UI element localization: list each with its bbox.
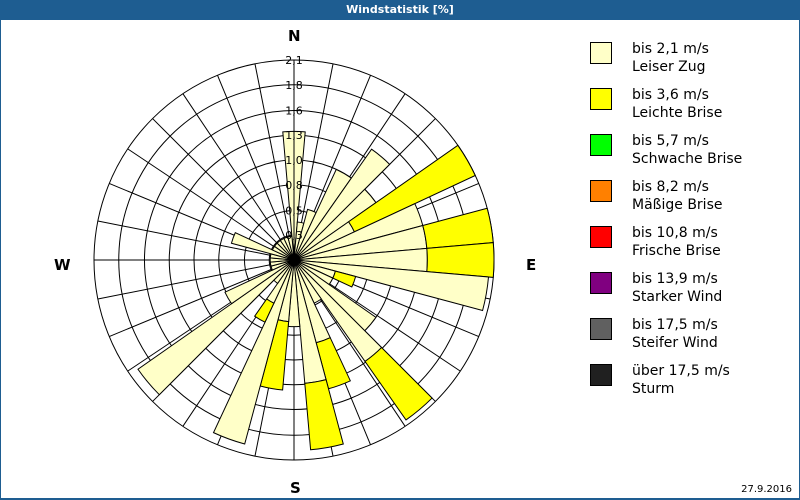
legend-swatch [590, 272, 612, 294]
compass-north-label: N [288, 27, 301, 45]
radial-tick-label: 2,1 [285, 54, 303, 67]
legend-swatch [590, 226, 612, 248]
legend-sublabel: Leichte Brise [632, 105, 723, 121]
legend-label: bis 3,6 m/s [632, 87, 709, 103]
legend-label: bis 17,5 m/s [632, 317, 718, 333]
legend-swatch [590, 364, 612, 386]
legend-sublabel: Steifer Wind [632, 335, 718, 351]
legend-label: bis 10,8 m/s [632, 225, 718, 241]
compass-west-label: W [54, 256, 71, 274]
wind-sector [422, 207, 494, 249]
wind-sector [347, 144, 476, 233]
legend-swatch [590, 318, 612, 340]
legend-sublabel: Sturm [632, 381, 675, 397]
date-stamp: 27.9.2016 [741, 484, 792, 495]
legend-label: bis 5,7 m/s [632, 133, 709, 149]
wind-rose-chart: 0,3 0,5 0,8 1,0 1,3 1,6 1,8 2,1 [93, 54, 495, 461]
legend-swatch [590, 42, 612, 64]
radial-tick-label: 0,8 [285, 179, 303, 192]
legend-label: bis 8,2 m/s [632, 179, 709, 195]
legend-label: über 17,5 m/s [632, 363, 730, 379]
radial-tick-label: 1,8 [285, 79, 303, 92]
wind-sector [287, 235, 295, 261]
radial-tick-label: 1,6 [285, 104, 303, 117]
wind-sector [332, 270, 357, 288]
legend-sublabel: Mäßige Brise [632, 197, 723, 213]
legend-swatch [590, 180, 612, 202]
radial-tick-label: 1,3 [285, 129, 303, 142]
wind-sector [224, 259, 295, 305]
legend-sublabel: Schwache Brise [632, 151, 743, 167]
radial-tick-label: 0,5 [285, 204, 303, 217]
wind-sector [253, 298, 275, 323]
radial-tick-label: 1,0 [285, 154, 303, 167]
legend-swatch [590, 134, 612, 156]
bottom-border [0, 498, 800, 500]
compass-east-label: E [526, 256, 537, 274]
wind-sector [293, 148, 391, 261]
legend-sublabel: Leiser Zug [632, 59, 706, 75]
legend-label: bis 13,9 m/s [632, 271, 718, 287]
legend-label: bis 2,1 m/s [632, 41, 709, 57]
compass-south-label: S [290, 479, 301, 497]
wind-sector [212, 259, 295, 445]
radial-tick-label: 0,3 [285, 229, 303, 242]
legend-sublabel: Starker Wind [632, 289, 723, 305]
legend-swatch [590, 88, 612, 110]
wind-sector [426, 242, 495, 278]
wind-sector [137, 259, 295, 396]
window-title: Windstatistik [%] [0, 0, 800, 20]
wind-sector [364, 346, 433, 421]
wind-sector [304, 378, 344, 451]
legend-sublabel: Frische Brise [632, 243, 721, 259]
